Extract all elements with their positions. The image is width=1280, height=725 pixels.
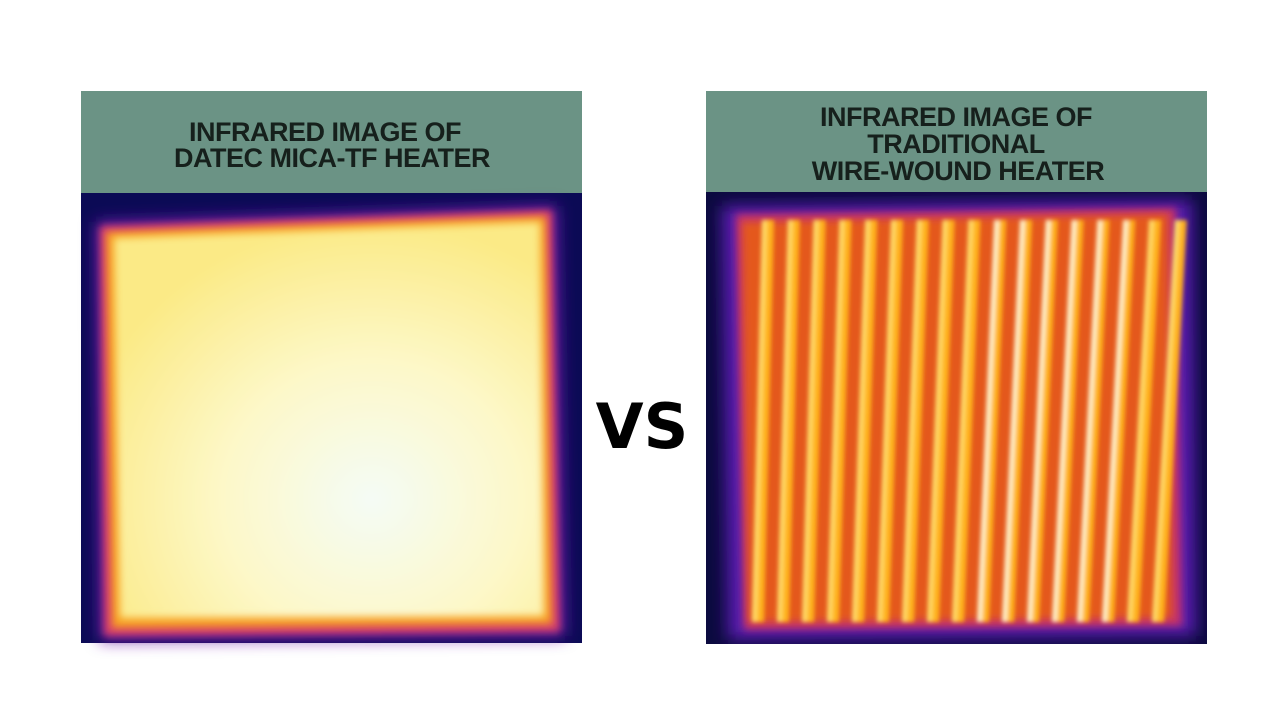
right-title-line: WIRE-WOUND HEATER — [812, 156, 1104, 186]
left-header — [81, 91, 582, 193]
wire-stripe — [1027, 220, 1051, 622]
wire-stripes — [752, 220, 1187, 622]
wire-stripe — [1152, 220, 1180, 622]
wire-stripe — [977, 220, 1000, 622]
wire-stripe — [852, 220, 871, 622]
vs-label: VS — [596, 390, 689, 463]
wire-stripe — [1002, 220, 1025, 622]
wire-stripe — [752, 220, 767, 622]
wire-stripe — [902, 220, 922, 622]
right-title-line: INFRARED IMAGE OF — [820, 102, 1092, 132]
wire-stripe — [927, 220, 948, 622]
wire-stripe — [1102, 220, 1129, 622]
wire-stripe — [1127, 220, 1154, 622]
wire-stripe — [802, 220, 819, 622]
left-panel: INFRARED IMAGE OF DATEC MICA-TF HEATER — [81, 91, 582, 643]
right-panel: INFRARED IMAGE OF TRADITIONAL WIRE-WOUND… — [706, 91, 1207, 644]
heat-core — [114, 222, 544, 618]
wire-stripe — [1077, 220, 1103, 622]
wire-stripe — [952, 220, 974, 622]
left-title-line: DATEC MICA-TF HEATER — [174, 143, 490, 173]
wire-stripe — [777, 220, 793, 622]
wire-stripe — [827, 220, 845, 622]
right-header — [706, 91, 1207, 192]
right-title-line: TRADITIONAL — [867, 129, 1044, 159]
left-title-line: INFRARED IMAGE OF — [189, 117, 461, 147]
wire-stripe — [1052, 220, 1077, 622]
wire-stripe — [877, 220, 896, 622]
